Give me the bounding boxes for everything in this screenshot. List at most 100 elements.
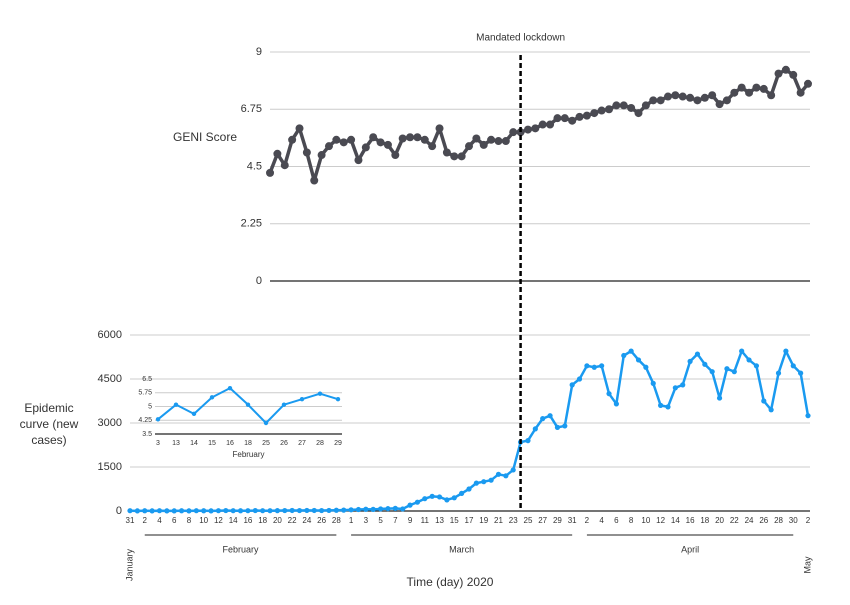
x-tick-label: 25 <box>524 516 533 525</box>
x-tick-label: 29 <box>334 440 342 447</box>
data-point <box>584 363 590 369</box>
x-tick-label: 23 <box>509 516 518 525</box>
data-point <box>191 411 197 417</box>
data-point <box>400 506 406 512</box>
data-point <box>413 133 422 142</box>
data-point <box>509 128 518 137</box>
x-tick-label: 11 <box>421 516 430 525</box>
data-point <box>612 101 621 110</box>
data-point <box>472 134 481 143</box>
data-point <box>208 508 214 514</box>
month-label: March <box>449 544 474 554</box>
x-tick-label: 18 <box>700 516 709 525</box>
data-point <box>702 361 708 367</box>
y-tick-label: 9 <box>256 46 262 58</box>
data-point <box>385 506 391 512</box>
y-tick-label: 0 <box>116 505 122 517</box>
data-point <box>311 507 317 514</box>
data-point <box>494 137 503 146</box>
data-point <box>562 423 568 429</box>
data-point <box>752 83 761 92</box>
y-tick-label: 4.5 <box>247 160 262 172</box>
data-point <box>627 103 636 112</box>
data-point <box>333 507 339 513</box>
data-point <box>716 395 723 401</box>
data-point <box>798 370 804 376</box>
month-label: May <box>802 556 812 574</box>
data-point <box>288 135 297 144</box>
data-point <box>444 497 450 503</box>
x-tick-label: 2 <box>143 516 148 525</box>
data-point <box>459 490 465 496</box>
x-tick-label: 27 <box>538 516 547 525</box>
data-point <box>805 413 811 419</box>
x-tick-label: 24 <box>302 516 311 525</box>
data-point <box>479 140 488 149</box>
data-point <box>774 69 783 78</box>
x-tick-label: 18 <box>258 516 267 525</box>
data-point <box>686 93 695 102</box>
data-point <box>355 506 362 513</box>
data-point <box>487 135 496 144</box>
data-point <box>317 391 323 396</box>
data-point <box>407 502 413 508</box>
data-point <box>245 508 251 514</box>
data-point <box>731 369 737 375</box>
x-tick-label: 10 <box>199 516 208 525</box>
data-point <box>263 420 269 426</box>
data-point <box>348 507 354 513</box>
x-tick-label: 18 <box>244 440 252 447</box>
data-point <box>173 402 179 407</box>
data-point <box>628 348 634 354</box>
data-point <box>428 142 437 151</box>
data-point <box>501 137 510 146</box>
y-tick-label: 5 <box>148 403 152 410</box>
x-tick-label: 4 <box>599 516 604 525</box>
x-axis-label: Time (day) 2020 <box>407 575 494 589</box>
data-point <box>398 134 407 143</box>
x-tick-label: 16 <box>226 440 234 447</box>
x-tick-label: 12 <box>656 516 665 525</box>
data-point <box>643 364 649 370</box>
data-point <box>722 96 731 105</box>
data-point <box>376 138 385 147</box>
data-point <box>274 508 280 514</box>
data-point <box>525 438 531 444</box>
data-point <box>227 385 233 391</box>
y-tick-label: 3.5 <box>142 431 152 438</box>
data-point <box>599 363 605 369</box>
data-point <box>414 499 421 505</box>
data-point <box>466 486 472 492</box>
x-tick-label: 22 <box>288 516 297 525</box>
data-point <box>201 508 207 514</box>
data-point <box>554 424 561 430</box>
data-point <box>326 507 332 514</box>
data-point <box>746 357 752 363</box>
x-tick-label: 16 <box>686 516 695 525</box>
data-point <box>553 114 562 123</box>
data-point <box>450 152 459 161</box>
data-point <box>538 120 547 129</box>
data-point <box>223 507 229 514</box>
y-tick-label: 6.75 <box>241 103 262 115</box>
data-point <box>635 357 642 363</box>
data-point <box>302 148 311 157</box>
data-point <box>383 140 392 149</box>
data-point <box>465 142 473 151</box>
data-point <box>186 508 192 514</box>
data-point <box>576 376 583 382</box>
x-tick-label: 31 <box>568 516 577 525</box>
data-point <box>155 417 161 422</box>
data-point <box>142 508 148 514</box>
x-tick-label: 28 <box>332 516 341 525</box>
y-tick-label: 6.5 <box>142 376 152 383</box>
data-point <box>634 109 643 118</box>
data-point <box>510 467 516 473</box>
x-tick-label: 15 <box>208 440 216 447</box>
x-tick-label: 17 <box>465 516 474 525</box>
lockdown-label: Mandated lockdown <box>476 33 565 44</box>
data-point <box>516 128 525 137</box>
x-tick-label: 31 <box>126 516 135 525</box>
data-point <box>739 348 745 354</box>
